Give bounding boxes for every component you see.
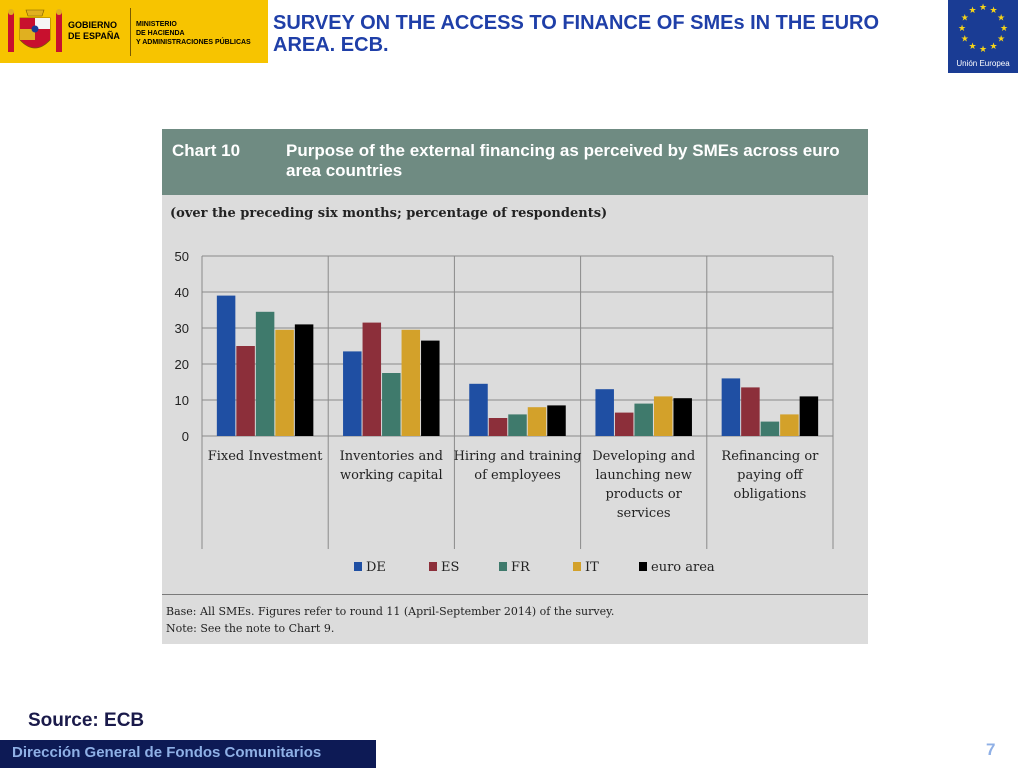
x-category-label-line: Developing and	[592, 449, 695, 464]
y-tick-label: 50	[175, 249, 189, 264]
eu-star-icon: ★	[1000, 24, 1008, 34]
legend-swatch	[429, 562, 437, 571]
x-category-label: Developing and launching new products or se…	[592, 449, 695, 521]
bar	[362, 322, 382, 436]
legend-label: DE	[366, 560, 386, 575]
y-tick-label: 0	[182, 429, 189, 444]
bar	[401, 329, 421, 436]
y-tick-label: 20	[175, 357, 189, 372]
eu-label: Unión Europea	[956, 59, 1010, 68]
bar	[595, 389, 614, 436]
eu-stars-icon: ★ ★★★★★★★★★★★	[958, 3, 1008, 55]
bar	[653, 396, 673, 436]
y-tick-label: 40	[175, 285, 189, 300]
gobierno-text: GOBIERNO DE ESPAÑA	[68, 20, 130, 42]
bar	[721, 378, 741, 436]
chart-subtitle: (over the preceding six months; percenta…	[170, 206, 608, 221]
page-number: 7	[986, 740, 996, 759]
bar	[634, 403, 653, 436]
legend-label: FR	[511, 560, 531, 575]
legend-label: euro area	[651, 560, 715, 575]
spain-coat-of-arms-icon	[8, 9, 62, 52]
eu-star-icon: ★	[997, 35, 1005, 45]
ministerio-line: Y ADMINISTRACIONES PÚBLICAS	[136, 39, 251, 46]
legend-label: ES	[441, 560, 459, 575]
x-category-label-line: Fixed Investment	[208, 449, 323, 464]
ministerio-line: DE HACIENDA	[136, 30, 185, 37]
slide-title: SURVEY ON THE ACCESS TO FINANCE OF SMEs …	[273, 12, 880, 56]
legend-swatch	[573, 562, 581, 571]
x-category-label-line: Inventories and	[340, 449, 443, 464]
eu-star-icon: ★	[968, 42, 976, 52]
bar	[343, 351, 362, 436]
chart-divider	[162, 594, 868, 595]
bar	[760, 421, 780, 436]
eu-star-icon: ★	[989, 42, 997, 52]
bar	[294, 324, 314, 436]
x-category-label-line: launching new	[595, 468, 691, 483]
chart-header: Chart 10 Purpose of the external financi…	[162, 129, 868, 195]
source-label: Source: ECB	[28, 710, 145, 731]
eu-star-icon: ★	[961, 14, 969, 24]
eu-star-icon: ★	[979, 3, 987, 13]
x-category-label: Refinancing or paying off obligations	[721, 449, 819, 502]
eu-star-icon: ★	[958, 24, 966, 34]
x-category-label-line: of employees	[474, 468, 561, 483]
bar	[255, 311, 275, 436]
legend-swatch	[354, 562, 362, 571]
x-category-label-line: services	[617, 506, 671, 521]
eu-star-icon: ★	[961, 35, 969, 45]
chart-base-note: Base: All SMEs. Figures refer to round 1…	[166, 605, 615, 618]
x-category-label-line: Refinancing or	[721, 449, 819, 464]
bar	[614, 412, 634, 436]
ministerio-text: MINISTERIO DE HACIENDA Y ADMINISTRACIONE…	[136, 20, 264, 47]
bar-chart: 0 10 20 30 40 50 Fixed Investment Inventories a…	[175, 249, 834, 575]
banner-divider	[130, 8, 131, 56]
x-category-label-line: Hiring and training	[454, 449, 582, 464]
chart-number: Chart 10	[172, 141, 241, 160]
x-category-label-line: paying off	[737, 468, 804, 483]
bar	[421, 340, 440, 436]
bar	[780, 414, 799, 436]
footer-department: Dirección General de Fondos Comunitarios	[12, 744, 322, 761]
bar	[236, 346, 255, 436]
bar	[547, 405, 566, 436]
x-category-label: Fixed Investment	[208, 449, 323, 464]
bar	[527, 407, 547, 436]
legend-swatch	[639, 562, 647, 571]
legend-label: IT	[585, 560, 599, 575]
x-category-label-line: obligations	[734, 487, 807, 502]
gobierno-banner: GOBIERNO DE ESPAÑA MINISTERIO DE HACIEND…	[0, 0, 268, 63]
x-category-label: Inventories and working capital	[340, 449, 443, 483]
chart-title: Purpose of the external financing as per…	[286, 141, 840, 180]
bar	[469, 383, 488, 436]
bar	[799, 396, 819, 436]
bar	[216, 295, 236, 436]
x-category-label-line: working capital	[340, 468, 443, 483]
eu-star-icon: ★	[997, 14, 1005, 24]
eu-star-icon: ★	[989, 6, 997, 16]
legend-swatch	[499, 562, 507, 571]
bar	[488, 418, 508, 436]
bar	[382, 373, 401, 436]
ministerio-line: MINISTERIO	[136, 21, 177, 28]
y-tick-label: 30	[175, 321, 189, 336]
y-tick-label: 10	[175, 393, 189, 408]
bar	[275, 329, 294, 436]
footer-bar: Dirección General de Fondos Comunitarios	[0, 740, 376, 768]
bar	[741, 387, 760, 436]
eu-flag-logo: ★ ★ ★ ★ ★ ★ ★ ★ ★ ★ ★ ★ Unión Europea	[948, 0, 1018, 73]
bar	[508, 414, 527, 436]
gobierno-line: DE ESPAÑA	[68, 31, 120, 41]
chart-panel: Chart 10 Purpose of the external financi…	[162, 129, 868, 644]
eu-star-icon: ★	[968, 6, 976, 16]
bar	[673, 398, 692, 436]
x-category-label: Hiring and training of employees	[454, 449, 582, 483]
chart-note: Note: See the note to Chart 9.	[166, 622, 335, 635]
gobierno-line: GOBIERNO	[68, 20, 118, 30]
x-category-label-line: products or	[605, 487, 682, 502]
eu-star-icon: ★	[979, 45, 987, 55]
